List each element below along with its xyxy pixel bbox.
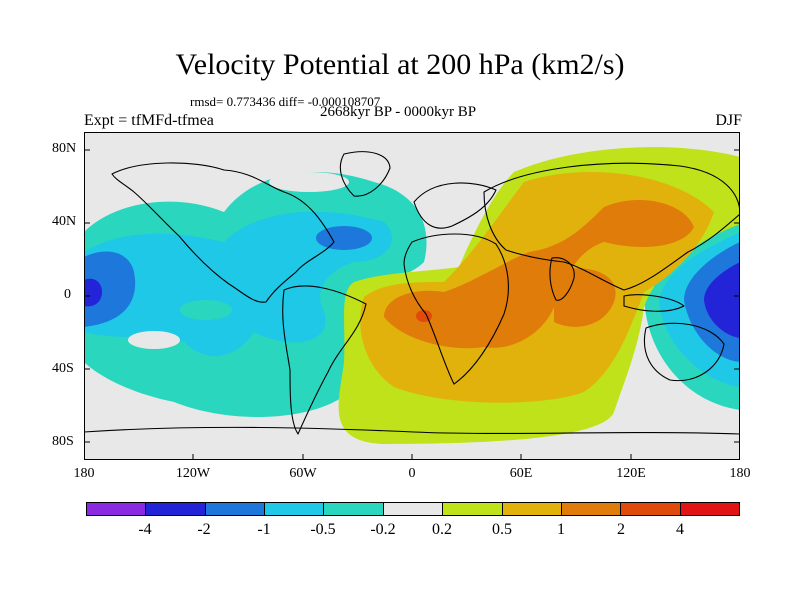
lat-tick-0: 0 <box>64 287 71 302</box>
colorbar-label: 1 <box>557 521 565 538</box>
colorbar-label: 0.2 <box>432 521 452 538</box>
coast-asia <box>483 162 740 291</box>
figure-title: Velocity Potential at 200 hPa (km2/s) <box>175 48 625 81</box>
colorbar-swatch-8 <box>502 503 562 515</box>
colorbar-swatch-9 <box>561 503 622 515</box>
colorbar-swatch-6 <box>383 503 444 515</box>
colorbar-swatch-5 <box>324 503 384 515</box>
colorbar-label: 4 <box>676 521 684 538</box>
colorbar-swatch-3 <box>205 503 266 515</box>
colorbar-label: -2 <box>197 521 211 538</box>
coast-australia <box>643 322 725 382</box>
colorbar-swatch-11 <box>680 503 739 515</box>
colorbar-label: -1 <box>257 521 271 538</box>
coast-greenland <box>339 151 391 197</box>
coastlines <box>84 151 740 435</box>
map-plot <box>84 132 740 460</box>
colorbar-label: 0.5 <box>492 521 512 538</box>
colorbar-swatch-10 <box>621 503 681 515</box>
neutral-hole-b <box>180 300 232 320</box>
neg-contour-blue <box>84 251 136 327</box>
lon-tick-60e: 60E <box>509 466 533 481</box>
lon-tick-180w: 180 <box>73 466 95 481</box>
lat-tick-80n: 80N <box>52 141 77 156</box>
lon-tick-60w: 60W <box>289 466 317 481</box>
colorbar-swatch-2 <box>146 503 206 515</box>
experiment-label: Expt = tfMFd-tfmea <box>84 112 214 129</box>
coast-europe <box>413 182 497 229</box>
coast-antarctica <box>84 426 740 435</box>
lon-tick-0: 0 <box>408 466 416 481</box>
coast-indonesia <box>623 294 685 312</box>
stats-line: rmsd= 0.773436 diff= -0.000108707 <box>190 94 381 109</box>
lon-tick-marks <box>192 454 632 460</box>
lat-tick-marks <box>84 149 740 443</box>
colorbar-label: -0.5 <box>310 521 336 538</box>
coast-africa <box>403 233 509 385</box>
lon-tick-120w: 120W <box>175 466 211 481</box>
colorbar <box>86 502 740 516</box>
colorbar-swatch-4 <box>265 503 325 515</box>
colorbar-label: 2 <box>617 521 625 538</box>
neg-contour-darkblue <box>84 278 102 307</box>
colorbar-swatch-7 <box>443 503 503 515</box>
pos-contour-darkorange <box>384 199 694 349</box>
season-label: DJF <box>715 112 742 129</box>
neg-contour-atlantic <box>316 226 372 250</box>
lon-tick-180e: 180 <box>729 466 751 481</box>
period-label: 2668kyr BP - 0000kyr BP <box>320 104 477 120</box>
lat-tick-80s: 80S <box>52 434 74 449</box>
neutral-hole-c <box>269 172 349 192</box>
coast-south-america <box>282 285 367 435</box>
coast-india <box>549 257 575 301</box>
colorbar-label: -4 <box>138 521 152 538</box>
coast-north-america <box>111 162 335 303</box>
neg-contour-cyan <box>84 211 393 356</box>
pos-contour-darkorange-east <box>554 268 616 327</box>
colorbar-swatch-1 <box>87 503 147 515</box>
colorbar-label: -0.2 <box>370 521 396 538</box>
lat-tick-40s: 40S <box>52 361 74 376</box>
lon-tick-120e: 120E <box>616 466 646 481</box>
lat-tick-40n: 40N <box>52 214 77 229</box>
neg-contour-wpac-darkblue <box>704 262 740 338</box>
neutral-hole-a <box>128 331 180 349</box>
